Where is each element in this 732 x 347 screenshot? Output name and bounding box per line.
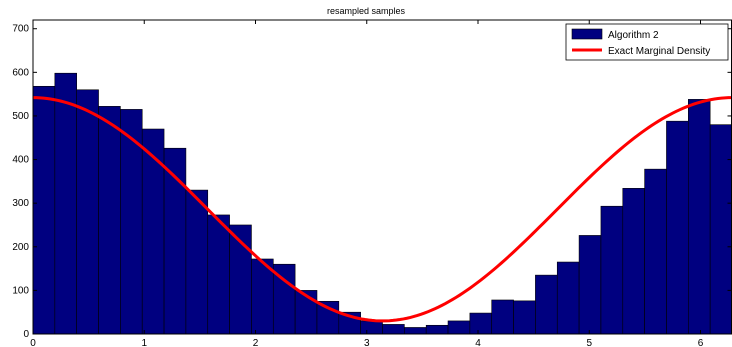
- histogram-bar: [54, 72, 77, 335]
- legend-label-density: Exact Marginal Density: [608, 46, 710, 57]
- legend-label-histogram: Algorithm 2: [608, 30, 659, 41]
- histogram-bar: [556, 261, 580, 335]
- plot-area: [32, 72, 732, 335]
- histogram-bar: [513, 300, 536, 335]
- y-tick-label: 100: [12, 285, 29, 296]
- histogram-bar: [622, 188, 645, 335]
- x-tick-label: 3: [364, 338, 370, 347]
- histogram-bar: [469, 312, 493, 335]
- chart-title: resampled samples: [327, 6, 406, 16]
- histogram-bar: [98, 106, 121, 335]
- y-tick-label: 500: [12, 111, 29, 122]
- y-tick-label: 700: [12, 24, 29, 35]
- histogram-bar: [666, 120, 689, 335]
- histogram-bar: [32, 85, 56, 335]
- histogram-bar: [76, 89, 99, 335]
- y-tick-label: 400: [12, 155, 29, 166]
- legend-swatch-histogram: [571, 28, 603, 40]
- x-tick-label: 5: [586, 338, 592, 347]
- legend: Algorithm 2 Exact Marginal Density: [565, 23, 729, 61]
- x-tick-label: 1: [141, 338, 147, 347]
- histogram-bar: [185, 189, 209, 335]
- histogram-bar: [709, 124, 732, 335]
- histogram-bar: [207, 214, 230, 335]
- histogram-bar: [535, 274, 558, 335]
- histogram-bar: [600, 205, 624, 335]
- histogram-bar: [447, 320, 471, 335]
- y-tick-label: 0: [23, 329, 29, 340]
- x-tick-label: 2: [253, 338, 259, 347]
- histogram-bar: [141, 128, 165, 335]
- histogram-bar: [688, 99, 711, 335]
- y-tick-label: 600: [12, 67, 29, 78]
- histogram-bar: [491, 299, 514, 335]
- histogram-bar: [644, 168, 667, 335]
- x-tick-label: 6: [698, 338, 704, 347]
- y-tick-label: 300: [12, 198, 29, 209]
- histogram-bar: [382, 324, 405, 335]
- histogram-bar: [425, 324, 449, 335]
- density-curve: [32, 96, 732, 323]
- x-tick-label: 0: [30, 338, 36, 347]
- histogram-bar: [404, 327, 427, 335]
- x-tick-label: 4: [475, 338, 481, 347]
- histogram-bar: [578, 235, 602, 335]
- histogram-bar: [360, 320, 383, 335]
- y-tick-label: 200: [12, 242, 29, 253]
